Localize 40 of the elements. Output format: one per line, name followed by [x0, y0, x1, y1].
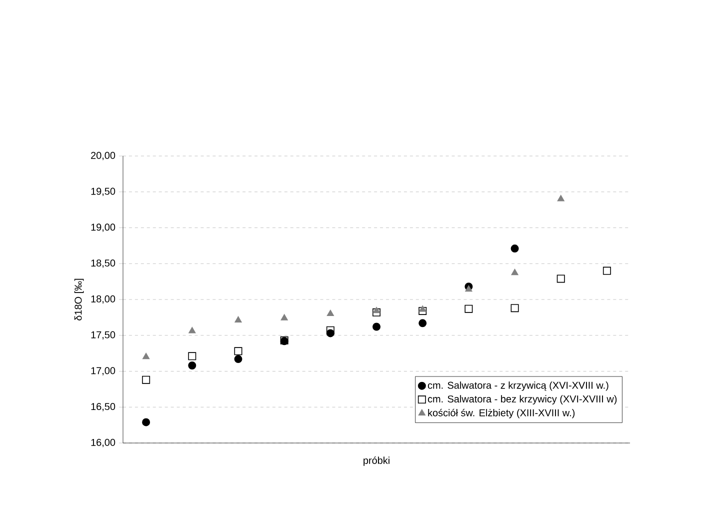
y-tick-label: 18,00 — [91, 295, 116, 304]
point — [326, 326, 334, 334]
point — [557, 195, 564, 202]
point — [188, 362, 196, 370]
y-tick-label: 20,00 — [91, 152, 116, 160]
legend-label: cm. Salwatora - z krzywicą (XVI-XVIII w.) — [428, 381, 608, 391]
x-axis-title: próbki — [364, 456, 390, 466]
y-tick-label: 16,00 — [91, 438, 116, 448]
y-tick-label: 16,50 — [91, 403, 116, 412]
point — [602, 266, 611, 275]
point — [510, 304, 519, 312]
point — [188, 327, 196, 334]
point — [142, 352, 150, 360]
point — [142, 418, 150, 426]
point — [372, 322, 381, 331]
point — [234, 316, 242, 323]
legend-label: kościół św. Elżbiety (XIII-XVIII w.) — [428, 408, 575, 418]
point — [556, 274, 565, 283]
point — [372, 308, 381, 316]
y-tick-label: 18,50 — [91, 260, 116, 268]
point — [464, 304, 473, 313]
point — [418, 319, 427, 328]
point — [326, 310, 334, 316]
point — [142, 376, 150, 384]
point — [280, 314, 288, 320]
point — [418, 306, 427, 315]
point — [188, 352, 196, 360]
point — [510, 244, 519, 253]
legend-label: cm. Salwatora - bez krzywicy (XVI-XVIII w) — [428, 395, 617, 404]
point — [465, 285, 472, 292]
point — [372, 306, 380, 314]
y-axis-title: δ18O [‰] — [74, 278, 84, 320]
y-tick-label: 19,00 — [91, 224, 116, 232]
point — [511, 268, 518, 276]
y-tick-label: 19,50 — [91, 188, 116, 196]
y-tick-label: 17,50 — [91, 331, 116, 340]
point — [234, 347, 242, 356]
point — [419, 306, 426, 312]
y-tick-label: 17,00 — [91, 367, 116, 376]
point — [234, 355, 242, 364]
